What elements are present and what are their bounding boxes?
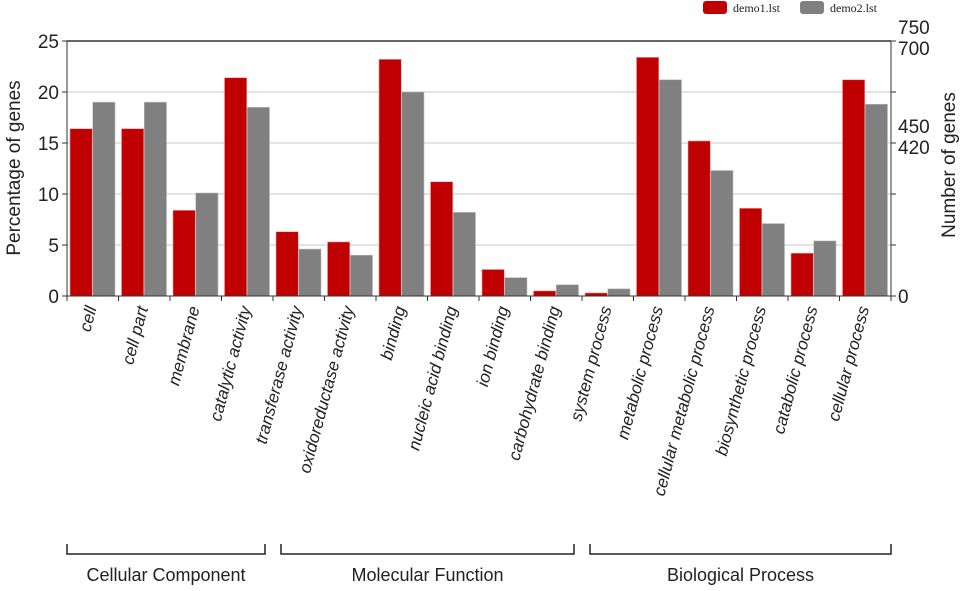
bar-2 (813, 240, 837, 297)
bar-2 (195, 192, 219, 297)
x-tick-label: nucleic acid binding (404, 304, 461, 453)
x-tick-label: binding (377, 304, 410, 362)
bar-2 (864, 103, 888, 297)
y-tick-label: 10 (38, 185, 59, 206)
bar-1 (121, 128, 145, 297)
legend-swatch-demo2 (800, 1, 824, 14)
legend-label-demo1: demo1.lst (733, 1, 781, 15)
bar-2 (298, 248, 322, 297)
bar-2 (143, 101, 167, 297)
x-tick-label: biosynthetic process (712, 304, 770, 458)
y-right-tick-label: 420 (898, 138, 930, 159)
bar-1 (481, 269, 505, 297)
x-tick-label: system process (567, 304, 616, 423)
bar-1 (275, 231, 299, 297)
bar-2 (401, 91, 425, 297)
bar-1 (533, 290, 557, 297)
group-label: Cellular Component (86, 565, 245, 585)
bar-2 (452, 212, 476, 297)
bar-1 (687, 140, 711, 297)
category-groups: Cellular Component Molecular Function Biol… (66, 544, 892, 585)
bar-1 (842, 79, 866, 297)
legend-label-demo2: demo2.lst (830, 1, 878, 15)
group-bracket (280, 544, 575, 555)
bar-1 (172, 210, 196, 297)
y-right-tick-label: 700 (898, 39, 930, 60)
bar-1 (636, 57, 660, 297)
y-tick-label: 0 (48, 287, 59, 308)
y-right-tick-label: 750 (898, 18, 930, 39)
y-right-tick-label: 0 (898, 287, 909, 308)
bar-2 (658, 79, 682, 297)
bar-1 (327, 241, 351, 297)
legend: demo1.lst demo2.lst (703, 1, 878, 15)
x-tick-label: metabolic process (613, 304, 667, 442)
group-bracket (589, 544, 892, 555)
x-tick-label: cellular process (824, 304, 873, 423)
y-tick-label: 5 (48, 236, 59, 257)
x-tick-label: catabolic process (769, 304, 821, 436)
x-tick-label: oxidoreductase activity (295, 303, 358, 475)
bars (69, 57, 888, 297)
bar-1 (378, 59, 402, 297)
x-tick-label: cell part (118, 303, 152, 367)
y-tick-label: 15 (38, 134, 59, 155)
group-bracket (66, 544, 266, 555)
bar-1 (224, 77, 248, 297)
x-tick-label: cell (76, 303, 101, 334)
bar-2 (710, 170, 734, 297)
group-label: Biological Process (667, 565, 814, 585)
y-tick-label: 25 (38, 32, 59, 53)
bar-2 (761, 223, 785, 297)
y-right-tick-label: 450 (898, 117, 930, 138)
bar-2 (349, 254, 373, 297)
bar-1 (69, 128, 93, 297)
y-axis-label: Percentage of genes (4, 80, 25, 255)
x-tick-label: catalytic activity (206, 303, 255, 423)
legend-swatch-demo1 (703, 1, 727, 14)
y-tick-label: 20 (38, 83, 59, 104)
x-tick-label: carbohydrate binding (505, 304, 565, 463)
bar-1 (739, 207, 763, 297)
y-axis-right-label: Number of genes (939, 92, 960, 238)
bar-2 (246, 107, 270, 297)
x-tick-label: transferase activity (252, 303, 307, 446)
bar-2 (92, 101, 116, 297)
bar-1 (430, 181, 454, 297)
bar-2 (555, 284, 579, 297)
bar-2 (504, 277, 528, 297)
group-label: Molecular Function (351, 565, 503, 585)
bar-1 (790, 252, 814, 297)
x-tick-label: ion binding (473, 304, 513, 389)
bar-2 (607, 288, 631, 297)
x-tick-labels: cell cell part membrane catalytic activityt… (76, 303, 874, 498)
x-tick-label: membrane (164, 304, 203, 387)
